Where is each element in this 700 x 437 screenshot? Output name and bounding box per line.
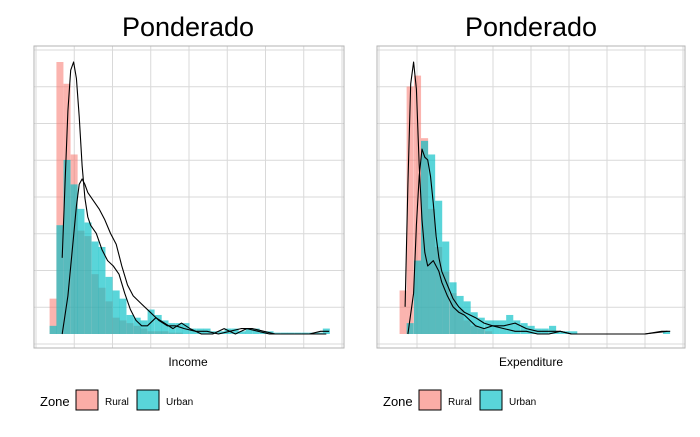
density-curves (404, 61, 671, 335)
legend-key-urban (136, 389, 160, 411)
histogram-bar-urban (520, 323, 528, 334)
panel-title: Ponderado (465, 12, 597, 42)
histogram-bar-urban (449, 282, 457, 334)
histogram-bar-urban (245, 328, 253, 334)
legend-label-urban: Urban (509, 397, 536, 408)
grid (34, 46, 344, 348)
histogram-bar-urban (56, 225, 64, 334)
density-curves (61, 61, 330, 335)
histogram-bar-urban (154, 314, 162, 334)
histogram-bar-urban (175, 323, 183, 334)
panel-title: Ponderado (122, 12, 254, 42)
histogram-bar-urban (413, 260, 422, 334)
legend-title: Zone (383, 394, 413, 409)
legend-key-rural (418, 389, 442, 411)
histogram-bar-urban (105, 276, 113, 334)
plot-frame (33, 45, 345, 349)
histogram-bar-rural (399, 290, 407, 334)
histogram-bar-urban (70, 184, 78, 334)
histogram-bar-urban (301, 332, 309, 334)
histogram-bar-urban (91, 241, 99, 334)
legend-label-urban: Urban (166, 397, 193, 408)
histogram-bar-rural (56, 62, 64, 334)
histogram-bar-urban (442, 241, 450, 334)
histogram-bar-urban (238, 331, 246, 334)
histogram-bar-urban (189, 328, 197, 334)
histogram-bar-urban (49, 325, 57, 334)
density-curve-rural (61, 61, 327, 335)
expenditure-panel: Ponderado Expenditure Zone Rural Urban (376, 12, 686, 411)
legend-label-rural: Rural (105, 397, 129, 408)
x-axis-label: Expenditure (499, 355, 563, 369)
histogram-bar-urban (98, 246, 106, 334)
legend-key-urban (479, 389, 503, 411)
histogram-bar-urban (287, 332, 295, 334)
histogram-bar-urban (477, 317, 485, 334)
histogram-bar-urban (140, 320, 148, 334)
legend: Zone Rural Urban (40, 389, 193, 411)
histogram-bar-urban (231, 328, 239, 334)
histogram-bar-rural (49, 298, 57, 334)
legend: Zone Rural Urban (383, 389, 536, 411)
histogram-bar-urban (456, 295, 464, 334)
histogram-bar-urban (217, 331, 225, 334)
histogram-bar-urban (63, 159, 71, 334)
histogram-bar-urban (513, 320, 521, 334)
histogram-bar-urban (280, 332, 288, 334)
histogram-bar-urban (77, 208, 85, 334)
histogram-bar-urban (133, 317, 141, 334)
histogram-bar-urban (119, 298, 127, 334)
histogram-bar-urban (549, 325, 557, 334)
histogram-bar-urban (492, 320, 500, 334)
legend-label-rural: Rural (448, 397, 472, 408)
histogram-bar-urban (570, 331, 578, 334)
histogram-bar-urban (435, 200, 443, 334)
histogram-bar-urban (161, 320, 169, 334)
legend-key-rural (75, 389, 99, 411)
histogram-bar-urban (126, 314, 134, 334)
histogram-bar-rural (406, 86, 414, 334)
histogram-bar-urban (273, 332, 281, 334)
density-curve-urban (61, 178, 330, 335)
density-curve-urban (407, 148, 671, 335)
x-axis-label: Income (168, 355, 208, 369)
histogram-bar-urban (428, 154, 436, 334)
legend-title: Zone (40, 394, 70, 409)
density-curve-rural (404, 61, 668, 335)
histogram-bar-urban (662, 331, 671, 334)
income-panel: Ponderado Income Zone Rural Urban (33, 12, 345, 411)
histogram-bar-urban (315, 332, 323, 334)
plot-frame (376, 45, 686, 349)
histogram-bar-urban (112, 290, 120, 334)
histogram-bar-urban (556, 331, 564, 334)
histogram-bar-urban (421, 140, 429, 334)
histogram-bar-urban (499, 320, 507, 334)
histogram-bar-urban (84, 222, 92, 334)
histogram-bar-urban (406, 323, 414, 334)
histogram-bar-urban (294, 332, 302, 334)
histogram-bar-urban (470, 312, 478, 334)
